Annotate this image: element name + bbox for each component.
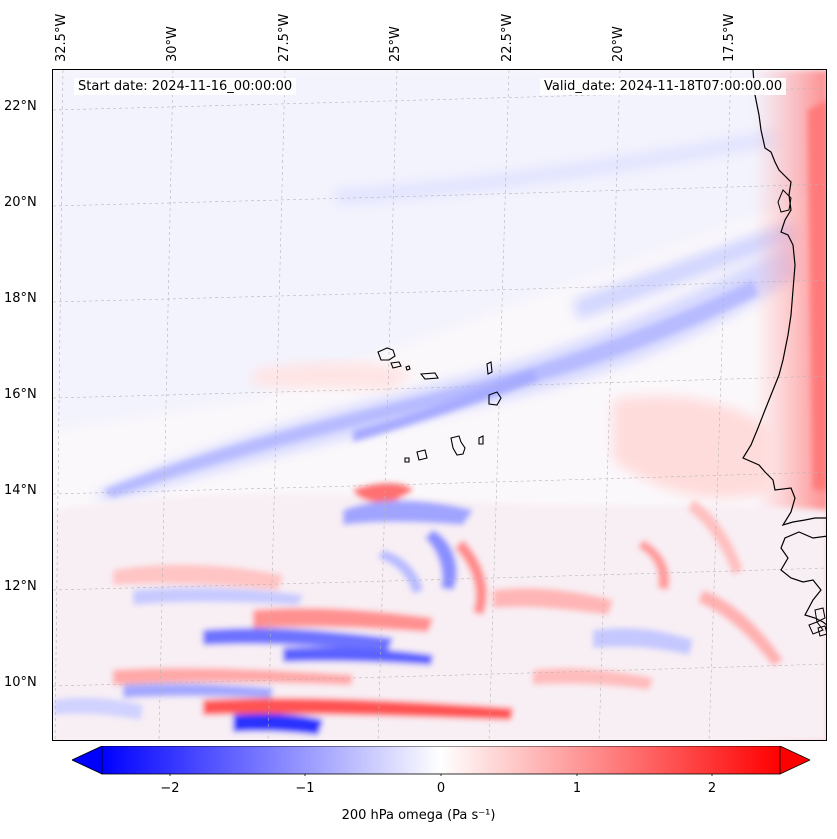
colorbar-max-extend <box>779 745 811 775</box>
start-date-label: Start date: 2024-11-16_00:00:00 <box>74 78 297 95</box>
island-maio <box>478 435 484 445</box>
colorbar-graphic <box>71 745 811 778</box>
northeast-blue-filament <box>573 220 798 320</box>
blue-band-inner <box>103 280 758 497</box>
east-red-core <box>808 101 826 490</box>
island-boa-vista <box>488 391 502 406</box>
colorbar-tick-2: 2 <box>707 781 717 796</box>
coastal-island-1 <box>777 189 792 213</box>
colorbar-tick-neg2: −2 <box>160 781 180 796</box>
southern-turbulent-zone <box>53 483 826 740</box>
lat-label-10n: 10°N <box>4 675 37 690</box>
island-sal <box>486 361 493 375</box>
guinea-coastline <box>780 531 826 626</box>
island-santa-luzia <box>405 365 411 371</box>
bissagos-island-3 <box>817 625 826 637</box>
colorbar <box>71 745 811 780</box>
colorbar-tick-1: 1 <box>572 781 582 796</box>
lon-label-30w: 30°W <box>165 26 180 62</box>
omega-field-map <box>53 70 826 740</box>
lat-label-14n: 14°N <box>4 483 37 498</box>
island-santo-antao <box>377 347 396 361</box>
pink-patch-west <box>253 362 413 390</box>
lon-label-17-5w: 17.5°W <box>722 13 737 62</box>
colorbar-caption: 200 hPa omega (Pa s⁻¹) <box>341 808 496 823</box>
colorbar-tick-labels: −2 −1 0 1 2 <box>0 781 837 801</box>
lon-label-32-5w: 32.5°W <box>54 13 69 62</box>
bissagos-island-2 <box>808 621 824 635</box>
blue-band-core <box>353 370 538 442</box>
island-sao-nicolau <box>419 372 439 380</box>
colorbar-min-extend <box>71 745 103 775</box>
lon-label-22-5w: 22.5°W <box>500 13 515 62</box>
lat-label-16n: 16°N <box>4 387 37 402</box>
upper-blue-filament <box>333 130 778 205</box>
lon-label-27-5w: 27.5°W <box>277 13 292 62</box>
africa-coastline <box>742 70 826 527</box>
bissagos-island-1 <box>814 607 826 623</box>
cape-verde-islands <box>377 347 502 463</box>
lat-label-22n: 22°N <box>4 99 37 114</box>
island-brava <box>404 457 410 463</box>
island-sao-vicente <box>390 361 402 369</box>
lon-label-25w: 25°W <box>388 26 403 62</box>
map-gridlines <box>53 70 826 740</box>
lat-label-12n: 12°N <box>4 579 37 594</box>
island-fogo <box>416 449 428 461</box>
valid-date-label: Valid_date: 2024-11-18T07:00:00.00 <box>540 78 787 95</box>
colorbar-tick-neg1: −1 <box>295 781 315 796</box>
map-panel[interactable] <box>52 69 827 741</box>
colorbar-gradient <box>101 745 781 775</box>
lat-label-20n: 20°N <box>4 195 37 210</box>
pink-patch-east <box>613 396 773 499</box>
lon-label-20w: 20°W <box>611 26 626 62</box>
lat-label-18n: 18°N <box>4 291 37 306</box>
island-santiago <box>450 435 466 456</box>
colorbar-tick-0: 0 <box>436 781 446 796</box>
